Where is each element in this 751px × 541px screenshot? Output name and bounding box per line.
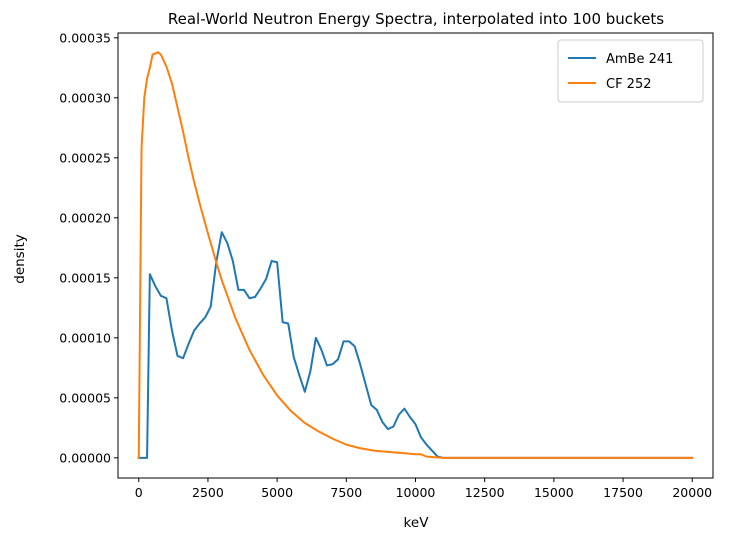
- x-tick-label: 5000: [261, 485, 293, 500]
- y-tick-label: 0.00035: [59, 30, 111, 45]
- y-tick-label: 0.00020: [59, 210, 111, 225]
- chart-title: Real-World Neutron Energy Spectra, inter…: [168, 10, 664, 28]
- plot-area: [137, 51, 694, 459]
- legend-label: AmBe 241: [606, 52, 673, 67]
- y-tick-label: 0.00015: [59, 270, 111, 285]
- legend-box: [557, 39, 704, 103]
- x-tick-label: 0: [135, 485, 143, 500]
- x-axis: 0 2500 5000 7500 10000 12500 15000 17500 20000: [135, 478, 712, 500]
- x-tick-label: 12500: [465, 485, 505, 500]
- y-tick-label: 0.00005: [59, 390, 111, 405]
- x-tick-label: 15000: [534, 485, 574, 500]
- y-axis-label: density: [12, 234, 28, 284]
- y-axis: 0.00000 0.00005 0.00010 0.00015 0.00020 0.000…: [59, 30, 118, 465]
- x-tick-label: 2500: [192, 485, 224, 500]
- x-tick-label: 17500: [603, 485, 643, 500]
- x-axis-label: keV: [404, 515, 430, 531]
- legend: AmBe 241 CF 252: [557, 39, 704, 103]
- x-tick-label: 7500: [330, 485, 362, 500]
- y-tick-label: 0.00010: [59, 330, 111, 345]
- x-tick-label: 20000: [672, 485, 712, 500]
- x-tick-label: 10000: [396, 485, 436, 500]
- y-tick-label: 0.00000: [59, 450, 111, 465]
- y-tick-label: 0.00030: [59, 90, 111, 105]
- series-line-1: [137, 231, 694, 459]
- legend-label: CF 252: [606, 77, 652, 92]
- series-line-2: [137, 51, 694, 459]
- y-tick-label: 0.00025: [59, 150, 111, 165]
